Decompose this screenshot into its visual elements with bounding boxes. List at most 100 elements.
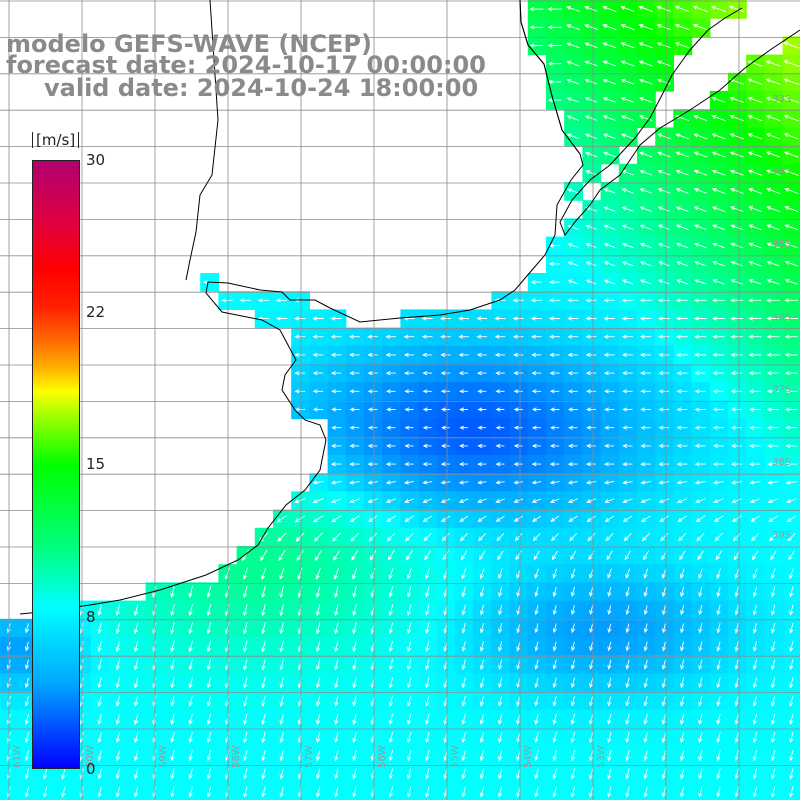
wind-arrow bbox=[585, 224, 597, 230]
wind-arrow bbox=[313, 532, 323, 542]
wind-arrow bbox=[529, 43, 544, 48]
wind-arrow bbox=[643, 568, 649, 579]
wind-arrow bbox=[367, 407, 378, 412]
wind-arrow bbox=[675, 298, 689, 303]
wind-arrow bbox=[661, 641, 667, 652]
wind-arrow bbox=[386, 407, 396, 412]
wind-arrow bbox=[638, 60, 653, 67]
wind-arrow bbox=[206, 750, 212, 762]
wind-arrow bbox=[716, 604, 721, 616]
wind-arrow bbox=[766, 260, 780, 267]
wind-arrow bbox=[459, 515, 469, 522]
wind-arrow bbox=[388, 695, 394, 707]
wind-arrow bbox=[479, 786, 485, 798]
wind-arrow bbox=[770, 550, 777, 561]
wind-arrow bbox=[279, 731, 284, 744]
wind-arrow bbox=[661, 605, 667, 616]
wind-arrow bbox=[607, 677, 612, 689]
wind-arrow bbox=[334, 677, 339, 689]
wind-arrow bbox=[570, 586, 576, 598]
wind-arrow bbox=[513, 370, 524, 376]
wind-arrow bbox=[425, 640, 430, 653]
wind-arrow bbox=[730, 298, 744, 303]
wind-arrow bbox=[24, 659, 30, 670]
wind-arrow bbox=[331, 425, 342, 430]
wind-arrow bbox=[748, 260, 762, 267]
wind-arrow bbox=[784, 279, 798, 285]
wind-arrow bbox=[783, 151, 799, 158]
wind-arrow bbox=[494, 334, 506, 339]
wind-arrow bbox=[734, 659, 739, 671]
wind-arrow bbox=[734, 677, 739, 689]
wind-arrow bbox=[766, 389, 780, 394]
wind-arrow bbox=[440, 461, 450, 467]
wind-arrow bbox=[584, 60, 598, 67]
wind-arrow bbox=[549, 480, 560, 485]
wind-arrow bbox=[639, 261, 652, 267]
wind-arrow bbox=[640, 370, 651, 376]
lon-label: 54W bbox=[523, 745, 534, 768]
wind-arrow bbox=[534, 695, 539, 707]
wind-arrow bbox=[643, 695, 648, 707]
wind-arrow bbox=[586, 498, 597, 503]
wind-arrow bbox=[332, 532, 341, 542]
wind-arrow bbox=[170, 677, 175, 689]
wind-arrow bbox=[534, 786, 539, 798]
wind-arrow bbox=[712, 443, 724, 449]
wind-arrow bbox=[770, 786, 776, 798]
wind-arrow bbox=[588, 731, 594, 744]
wind-arrow bbox=[425, 568, 430, 580]
wind-arrow bbox=[552, 623, 557, 634]
wind-arrow bbox=[188, 768, 193, 780]
wind-arrow bbox=[661, 731, 667, 744]
wind-arrow bbox=[766, 298, 780, 303]
wind-arrow bbox=[406, 622, 412, 634]
wind-arrow bbox=[406, 677, 412, 689]
wind-arrow bbox=[789, 786, 794, 798]
wind-arrow bbox=[516, 623, 521, 634]
wind-arrow bbox=[585, 261, 597, 267]
wind-arrow bbox=[680, 623, 685, 634]
wind-arrow bbox=[115, 640, 121, 653]
wind-arrow bbox=[789, 659, 794, 671]
wind-arrow bbox=[476, 370, 487, 376]
wind-arrow bbox=[770, 713, 776, 725]
wind-arrow bbox=[133, 750, 139, 762]
wind-arrow bbox=[730, 407, 743, 412]
wind-arrow bbox=[497, 731, 503, 744]
wind-arrow bbox=[716, 713, 721, 725]
wind-arrow bbox=[458, 498, 469, 503]
wind-arrow bbox=[752, 568, 758, 580]
wind-arrow bbox=[641, 515, 651, 523]
wind-arrow bbox=[766, 316, 780, 321]
wind-arrow bbox=[638, 24, 653, 31]
wind-arrow bbox=[516, 731, 521, 744]
wind-arrow bbox=[789, 568, 794, 580]
wind-arrow bbox=[261, 768, 266, 780]
wind-arrow bbox=[516, 586, 521, 598]
wind-arrow bbox=[440, 443, 450, 449]
wind-arrow bbox=[406, 750, 412, 762]
wind-arrow bbox=[440, 498, 451, 503]
wind-arrow bbox=[549, 407, 560, 412]
wind-arrow bbox=[659, 515, 669, 523]
wind-arrow bbox=[566, 133, 580, 140]
wind-arrow bbox=[460, 550, 468, 561]
wind-arrow bbox=[639, 151, 653, 158]
wind-arrow bbox=[640, 352, 652, 358]
wind-arrow bbox=[315, 713, 321, 726]
wind-arrow bbox=[783, 78, 800, 85]
wind-arrow bbox=[784, 389, 798, 394]
wind-arrow bbox=[294, 334, 306, 339]
wind-arrow bbox=[584, 5, 599, 12]
wind-arrow bbox=[570, 731, 576, 744]
wind-arrow bbox=[784, 316, 798, 321]
wind-arrow bbox=[97, 786, 102, 798]
wind-arrow bbox=[24, 750, 30, 762]
wind-arrow bbox=[716, 768, 721, 780]
wind-arrow bbox=[694, 425, 706, 430]
wind-arrow bbox=[657, 133, 671, 140]
wind-arrow bbox=[622, 461, 633, 467]
wind-arrow bbox=[747, 133, 763, 140]
wind-arrow bbox=[406, 786, 412, 798]
